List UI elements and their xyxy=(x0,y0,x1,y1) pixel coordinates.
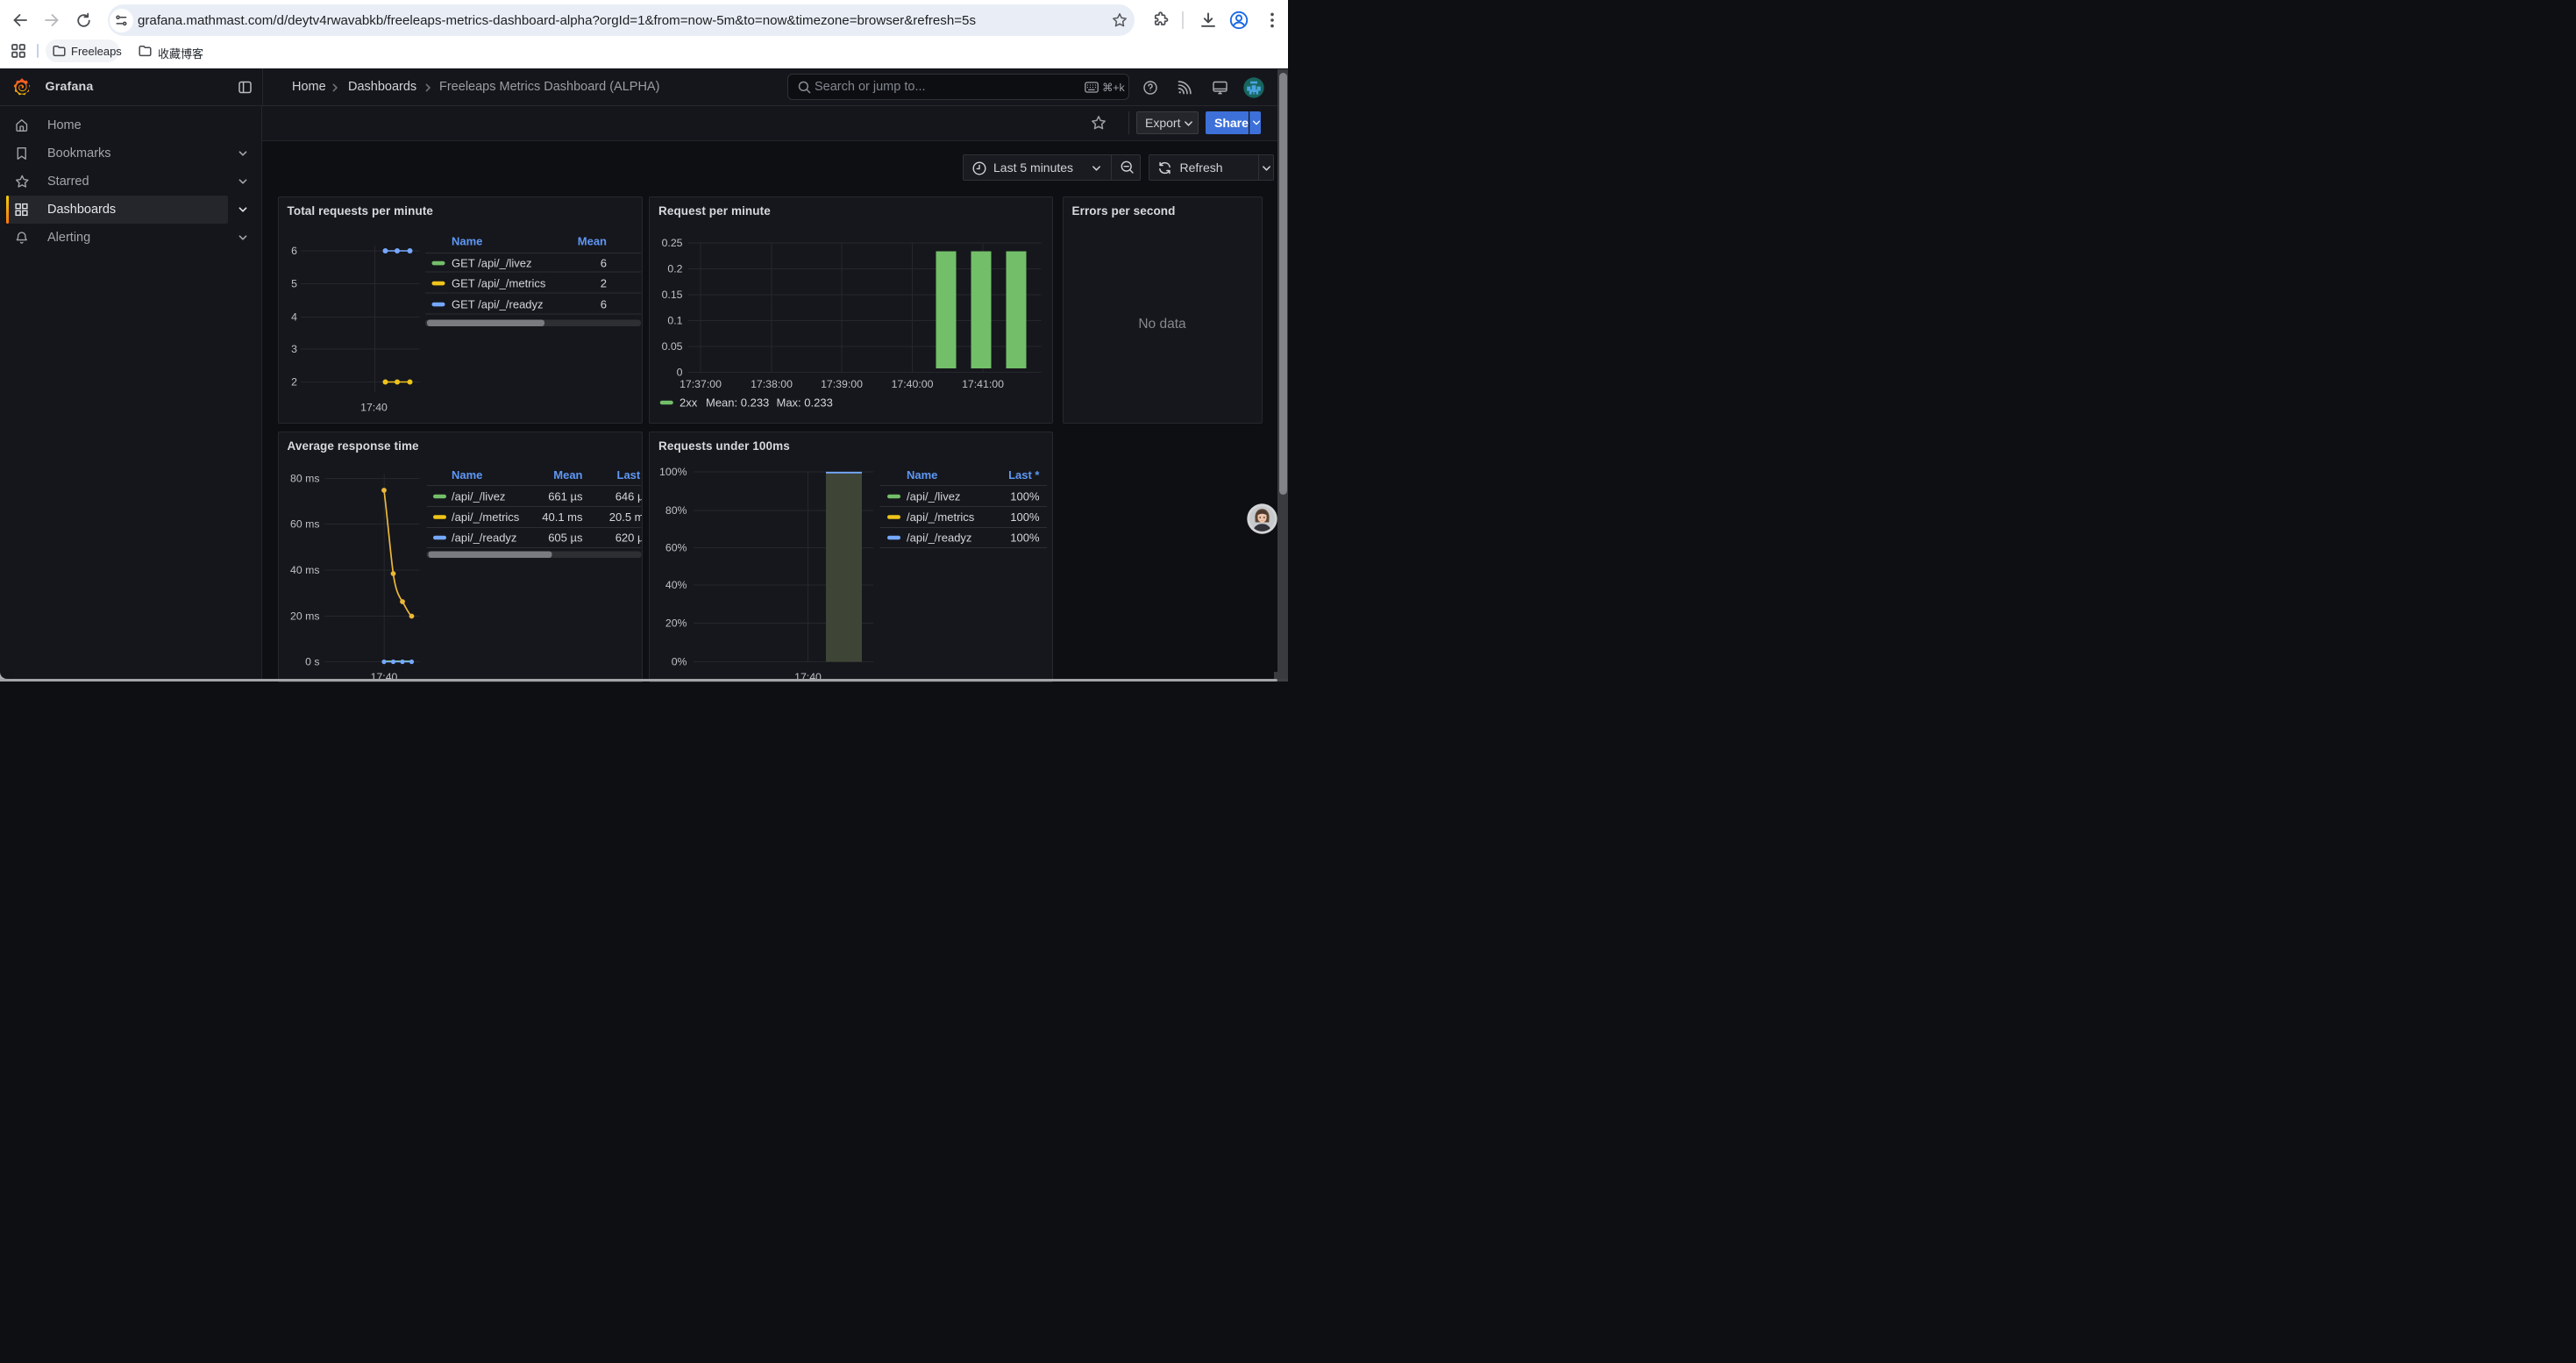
svg-text:6: 6 xyxy=(600,256,606,269)
svg-text:Last *: Last * xyxy=(616,468,642,482)
svg-text:0.1: 0.1 xyxy=(667,314,682,326)
svg-text:Mean: Mean xyxy=(553,468,582,482)
svg-text:/api/_/livez: /api/_/livez xyxy=(452,489,505,503)
svg-text:17:38:00: 17:38:00 xyxy=(751,378,793,390)
svg-text:20%: 20% xyxy=(665,617,687,629)
svg-text:620 µs: 620 µs xyxy=(615,531,641,544)
svg-text:2: 2 xyxy=(291,375,297,388)
svg-text:Last *: Last * xyxy=(1008,468,1040,482)
svg-text:605 µs: 605 µs xyxy=(548,531,583,544)
svg-text:GET /api/_/livez: GET /api/_/livez xyxy=(452,256,532,269)
svg-text:3: 3 xyxy=(291,343,297,355)
svg-text:/api/_/readyz: /api/_/readyz xyxy=(452,531,516,544)
svg-text:2xx: 2xx xyxy=(680,396,698,409)
svg-text:2: 2 xyxy=(600,276,606,289)
svg-text:4: 4 xyxy=(291,310,297,323)
svg-text:6: 6 xyxy=(600,297,606,310)
svg-text:0.25: 0.25 xyxy=(662,237,683,249)
svg-text:5: 5 xyxy=(291,277,297,289)
svg-text:20.5 ms: 20.5 ms xyxy=(608,510,641,524)
svg-text:17:40:00: 17:40:00 xyxy=(892,378,934,390)
svg-text:80%: 80% xyxy=(665,504,687,517)
svg-text:17:40: 17:40 xyxy=(360,401,388,413)
svg-text:40%: 40% xyxy=(665,579,687,591)
svg-text:60%: 60% xyxy=(665,541,687,553)
svg-text:17:37:00: 17:37:00 xyxy=(680,378,722,390)
svg-text:Name: Name xyxy=(907,468,937,482)
svg-text:/api/_/metrics: /api/_/metrics xyxy=(907,510,975,524)
svg-text:Mean: 0.233: Mean: 0.233 xyxy=(706,396,769,409)
svg-text:17:39:00: 17:39:00 xyxy=(821,378,863,390)
svg-text:0%: 0% xyxy=(672,655,687,667)
svg-text:0 s: 0 s xyxy=(305,655,319,667)
svg-text:Mean: Mean xyxy=(577,234,606,247)
svg-text:GET /api/_/readyz: GET /api/_/readyz xyxy=(452,297,544,310)
svg-text:646 µs: 646 µs xyxy=(615,489,641,503)
svg-text:100%: 100% xyxy=(1010,531,1040,544)
svg-text:40.1 ms: 40.1 ms xyxy=(542,510,583,524)
svg-text:0.15: 0.15 xyxy=(662,289,683,301)
svg-text:Name: Name xyxy=(452,234,482,247)
svg-text:0.2: 0.2 xyxy=(667,262,682,275)
svg-text:GET /api/_/metrics: GET /api/_/metrics xyxy=(452,276,546,289)
svg-text:/api/_/readyz: /api/_/readyz xyxy=(907,531,971,544)
svg-text:/api/_/metrics: /api/_/metrics xyxy=(452,510,520,524)
svg-text:0: 0 xyxy=(677,366,683,378)
svg-text:661 µs: 661 µs xyxy=(548,489,583,503)
svg-text:100%: 100% xyxy=(659,466,687,478)
svg-text:0.05: 0.05 xyxy=(662,340,683,353)
svg-text:40 ms: 40 ms xyxy=(290,564,320,576)
svg-text:100%: 100% xyxy=(1010,510,1040,524)
svg-text:80 ms: 80 ms xyxy=(290,472,320,484)
svg-text:17:41:00: 17:41:00 xyxy=(962,378,1004,390)
svg-text:Name: Name xyxy=(452,468,482,482)
svg-text:/api/_/livez: /api/_/livez xyxy=(907,489,960,503)
svg-text:6: 6 xyxy=(291,245,297,257)
svg-text:Max: 0.233: Max: 0.233 xyxy=(777,396,833,409)
svg-text:60 ms: 60 ms xyxy=(290,517,320,530)
svg-text:100%: 100% xyxy=(1010,489,1040,503)
svg-text:20 ms: 20 ms xyxy=(290,610,320,622)
